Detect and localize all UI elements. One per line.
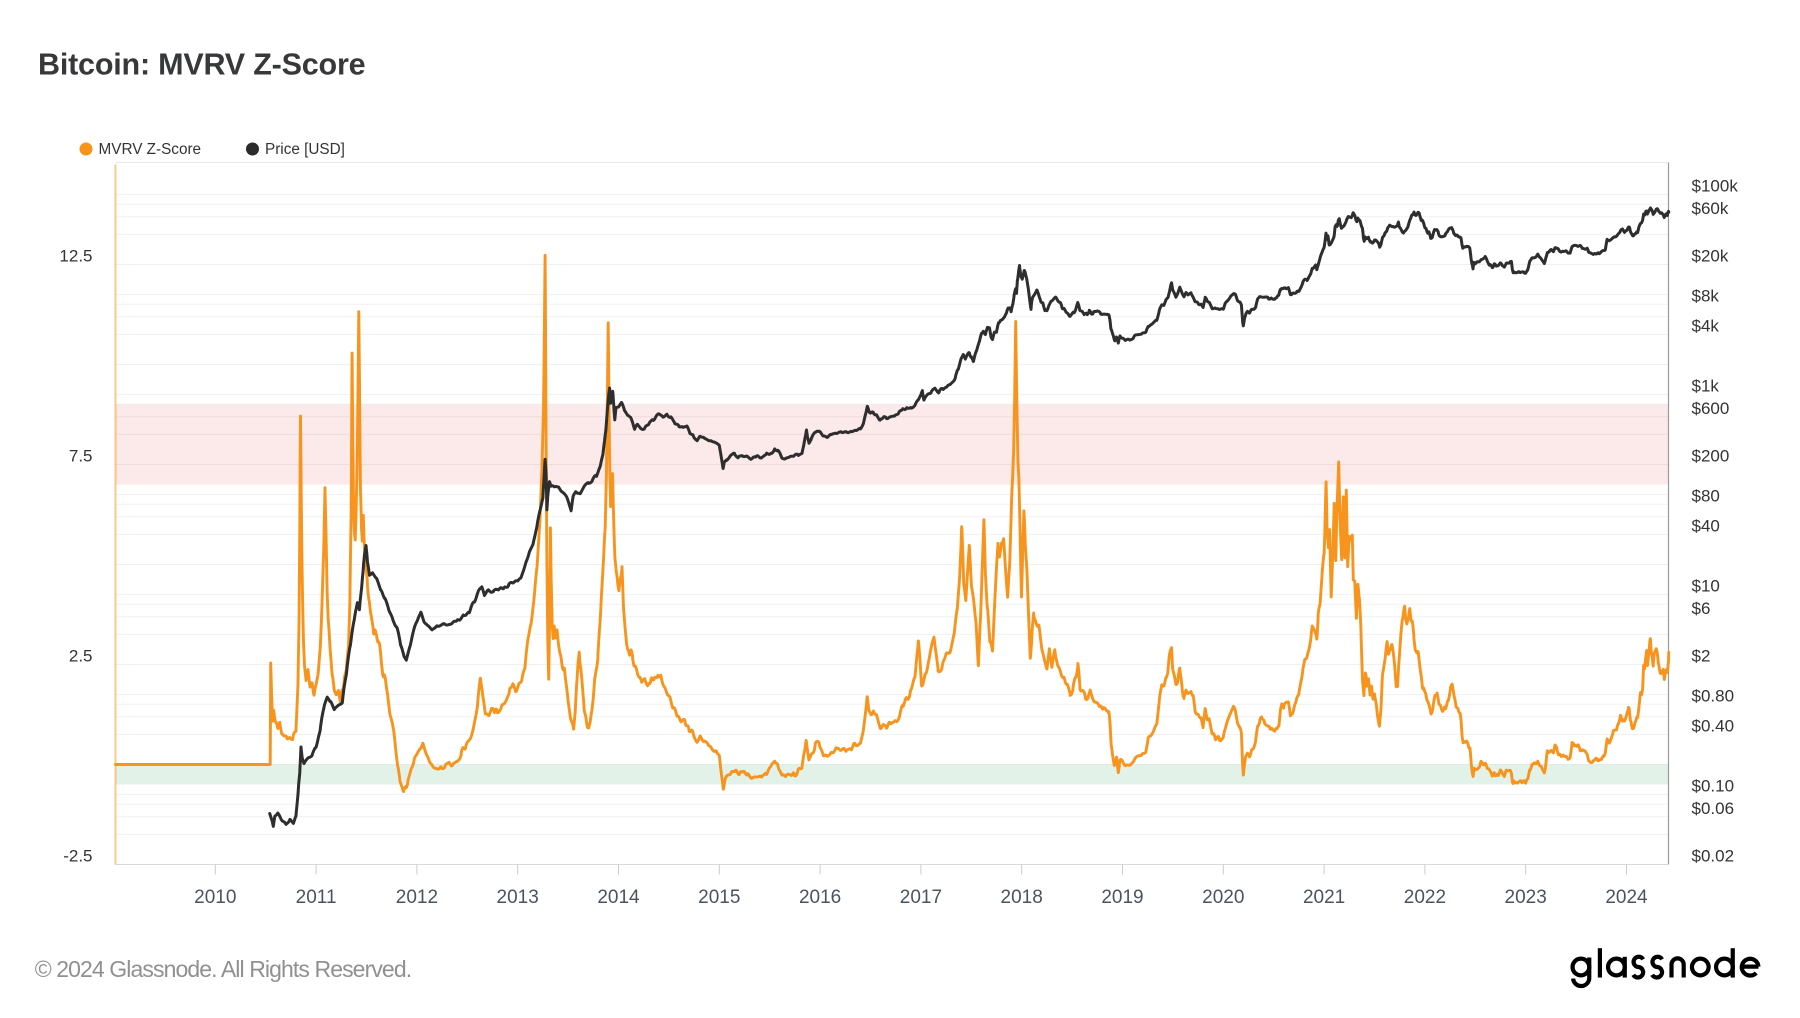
svg-text:2.5: 2.5 <box>69 647 93 666</box>
svg-text:$100k: $100k <box>1692 177 1739 196</box>
svg-text:2010: 2010 <box>194 887 236 908</box>
svg-text:$10: $10 <box>1692 577 1720 596</box>
svg-text:2022: 2022 <box>1404 887 1446 908</box>
svg-text:Price [USD]: Price [USD] <box>265 141 345 158</box>
svg-text:$600: $600 <box>1692 399 1730 418</box>
svg-text:12.5: 12.5 <box>59 247 92 266</box>
svg-text:2016: 2016 <box>799 887 841 908</box>
svg-text:2013: 2013 <box>497 887 539 908</box>
svg-text:$80: $80 <box>1692 486 1720 505</box>
svg-text:2018: 2018 <box>1001 887 1043 908</box>
svg-text:$1k: $1k <box>1692 377 1720 396</box>
svg-text:MVRV Z-Score: MVRV Z-Score <box>99 141 202 158</box>
svg-text:$0.80: $0.80 <box>1692 686 1735 705</box>
svg-text:2017: 2017 <box>900 887 942 908</box>
svg-text:$0.02: $0.02 <box>1692 847 1735 866</box>
svg-text:2024: 2024 <box>1605 887 1648 908</box>
svg-text:2019: 2019 <box>1101 887 1143 908</box>
svg-text:$200: $200 <box>1692 447 1730 466</box>
svg-text:$20k: $20k <box>1692 247 1729 266</box>
svg-text:$60k: $60k <box>1692 199 1729 218</box>
svg-text:$8k: $8k <box>1692 286 1720 305</box>
svg-text:$0.10: $0.10 <box>1692 777 1735 796</box>
svg-text:$6: $6 <box>1692 599 1711 618</box>
svg-text:2020: 2020 <box>1202 887 1244 908</box>
svg-text:2023: 2023 <box>1505 887 1547 908</box>
svg-text:$4k: $4k <box>1692 316 1720 335</box>
svg-text:7.5: 7.5 <box>69 447 93 466</box>
svg-text:2021: 2021 <box>1303 887 1345 908</box>
svg-text:© 2024 Glassnode. All Rights R: © 2024 Glassnode. All Rights Reserved. <box>35 956 412 982</box>
svg-text:$40: $40 <box>1692 516 1720 535</box>
svg-text:Bitcoin: MVRV Z-Score: Bitcoin: MVRV Z-Score <box>38 48 365 82</box>
svg-text:2015: 2015 <box>698 887 740 908</box>
svg-text:-2.5: -2.5 <box>63 847 92 866</box>
svg-text:2012: 2012 <box>396 887 438 908</box>
svg-text:$2: $2 <box>1692 647 1711 666</box>
svg-text:2014: 2014 <box>597 887 640 908</box>
svg-text:$0.40: $0.40 <box>1692 716 1735 735</box>
svg-text:2011: 2011 <box>296 887 337 908</box>
svg-text:$0.06: $0.06 <box>1692 799 1735 818</box>
